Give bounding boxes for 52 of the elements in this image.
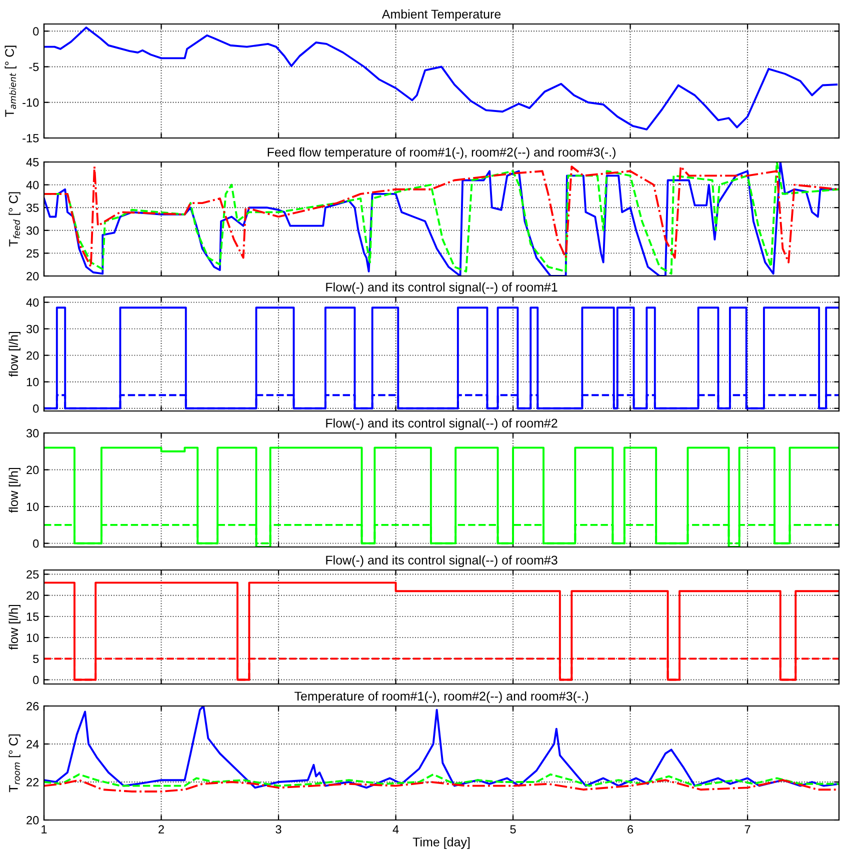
y-tick-label: 25: [26, 570, 39, 579]
y-tick-label: -15: [22, 134, 39, 142]
chart-title: Feed flow temperature of room#1(-), room#2(--) and room#3(-.): [268, 147, 616, 160]
y-tick-label: 20: [26, 816, 39, 824]
y-tick-label: 40: [26, 298, 39, 307]
x-tick-label: 4: [392, 825, 399, 834]
y-tick-label: 22: [26, 778, 39, 786]
x-tick-label: 6: [628, 825, 634, 834]
chart-title: Flow(-) and its control signal(--) of room#2: [326, 418, 558, 430]
line-series: [44, 773, 839, 787]
y-axis-title: T$_{ambient}$ [° C]: [4, 46, 16, 117]
y-tick-label: 30: [26, 429, 39, 438]
x-axis-title: Time [day]: [412, 837, 470, 849]
x-tick-label: 2: [158, 825, 164, 834]
y-tick-label: 20: [26, 272, 39, 280]
x-tick-label: 3: [276, 825, 282, 834]
y-tick-label: 30: [26, 226, 39, 235]
line-series: [44, 26, 838, 130]
y-tick-label: 10: [26, 634, 39, 642]
y-tick-label: 20: [26, 466, 39, 474]
x-tick-label: 7: [744, 825, 750, 834]
y-tick-label: 25: [26, 249, 39, 258]
y-tick-label: 10: [26, 502, 39, 511]
y-tick-label: 15: [26, 612, 39, 621]
y-tick-label: 35: [26, 204, 39, 212]
x-tick-label: 5: [510, 825, 516, 834]
y-tick-label: 10: [26, 378, 39, 386]
y-tick-label: -10: [22, 98, 39, 107]
chart-title: Ambient Temperature: [382, 9, 501, 22]
y-tick-label: 0: [33, 404, 39, 413]
y-tick-label: 0: [33, 539, 39, 548]
y-tick-label: 45: [26, 158, 39, 166]
chart-title: Temperature of room#1(-), room#2(--) and room#3(-.): [294, 691, 588, 704]
chart-title: Flow(-) and its control signal(--) of room#1: [326, 282, 558, 294]
line-series: [44, 779, 839, 792]
y-tick-label: 20: [26, 351, 39, 360]
y-axis-title: T$_{feed}$ [° C]: [8, 192, 20, 246]
y-axis-title: flow [l/h]: [8, 332, 20, 377]
y-tick-label: 0: [33, 27, 39, 36]
y-tick-label: 40: [26, 180, 39, 190]
y-axis-title: T$_{room}$ [° C]: [8, 734, 20, 792]
x-tick-label: 1: [42, 825, 47, 834]
y-axis-title: flow [l/h]: [8, 604, 20, 650]
y-tick-label: -5: [29, 62, 39, 72]
chart-title: Flow(-) and its control signal(--) of room#3: [326, 555, 558, 568]
y-tick-label: 0: [33, 676, 39, 684]
y-tick-label: 26: [26, 702, 39, 710]
y-axis-title: flow [l/h]: [8, 468, 20, 513]
y-tick-label: 30: [26, 324, 39, 334]
y-tick-label: 24: [26, 740, 39, 748]
y-tick-label: 20: [26, 591, 39, 600]
y-tick-label: 5: [33, 654, 39, 664]
